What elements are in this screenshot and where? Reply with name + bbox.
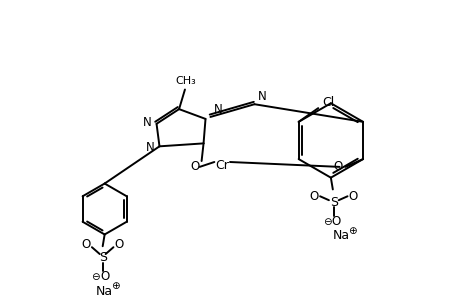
Text: O: O — [309, 190, 318, 203]
Text: Na: Na — [332, 229, 349, 242]
Text: Na: Na — [96, 285, 113, 298]
Text: N: N — [146, 141, 154, 154]
Text: N: N — [143, 116, 151, 129]
Text: N: N — [213, 103, 222, 116]
Text: S: S — [99, 251, 106, 265]
Text: O: O — [348, 190, 357, 203]
Text: S: S — [329, 196, 337, 209]
Text: Cl: Cl — [321, 96, 333, 109]
Text: O: O — [330, 215, 340, 228]
Text: O: O — [332, 160, 341, 173]
Text: O: O — [190, 160, 199, 173]
Text: Cr: Cr — [215, 159, 229, 172]
Text: ⊖: ⊖ — [91, 272, 100, 282]
Text: O: O — [81, 238, 90, 251]
Text: O: O — [114, 238, 123, 251]
Text: ⊕: ⊕ — [111, 281, 119, 291]
Text: O: O — [100, 270, 109, 283]
Text: ⊖: ⊖ — [322, 217, 330, 227]
Text: ⊕: ⊕ — [347, 226, 356, 236]
Text: CH₃: CH₃ — [175, 76, 196, 86]
Text: N: N — [257, 90, 266, 103]
